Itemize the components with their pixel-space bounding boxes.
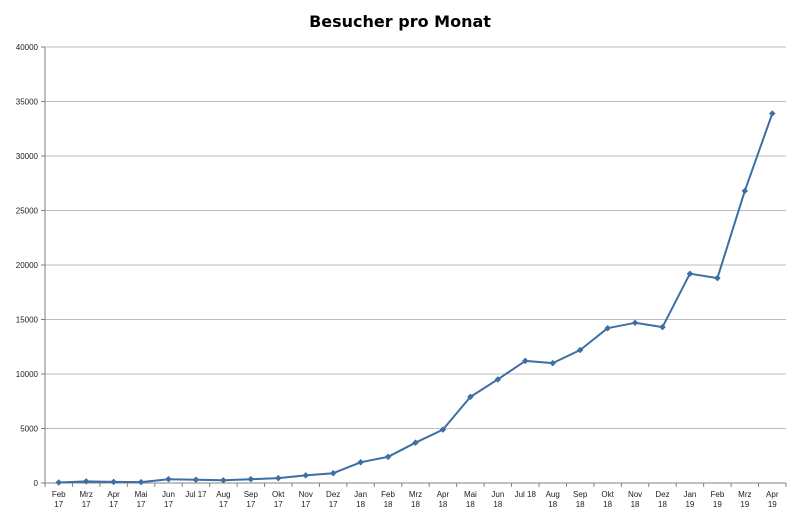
x-tick-label: Feb 19 — [710, 490, 724, 509]
data-point-marker — [220, 476, 227, 484]
x-tick-label: Nov 18 — [628, 490, 642, 509]
data-point-marker — [494, 376, 502, 383]
x-tick-label: Okt 17 — [272, 490, 285, 509]
data-point-marker — [329, 469, 337, 477]
data-point-marker — [110, 478, 117, 486]
y-tick-label: 30000 — [16, 152, 39, 161]
data-point-marker — [192, 476, 200, 484]
x-tick-label: Apr 19 — [766, 490, 779, 509]
x-tick-label: Sep 17 — [244, 490, 259, 509]
x-tick-label: Apr 18 — [437, 490, 450, 509]
x-tick-label: Mrz 17 — [80, 490, 93, 509]
data-point-marker — [302, 472, 310, 479]
x-tick-label: Jun 18 — [491, 490, 504, 509]
data-point-marker — [576, 346, 584, 354]
x-tick-label: Feb 17 — [52, 490, 66, 509]
y-tick-label: 0 — [34, 479, 39, 488]
data-point-marker — [741, 187, 749, 195]
y-tick-label: 25000 — [16, 207, 39, 216]
x-tick-label: Jan 19 — [683, 490, 696, 509]
x-tick-label: Okt 18 — [601, 490, 614, 509]
x-tick-label: Mai 17 — [135, 490, 148, 509]
data-point-marker — [412, 439, 419, 447]
data-point-marker — [137, 478, 145, 486]
x-tick-label: Aug 17 — [216, 490, 230, 509]
x-tick-label: Mrz 19 — [738, 490, 751, 509]
x-tick-label: Jan 18 — [354, 490, 367, 509]
data-point-marker — [604, 324, 611, 332]
data-point-marker — [549, 359, 557, 367]
x-tick-label: Dez 18 — [655, 490, 669, 509]
data-point-marker — [631, 319, 639, 327]
data-point-marker — [82, 478, 90, 485]
x-tick-label: Nov 17 — [299, 490, 313, 509]
data-point-marker — [384, 453, 392, 461]
x-tick-label: Jul 17 — [185, 490, 207, 499]
data-point-marker — [714, 274, 721, 282]
data-point-marker — [274, 474, 282, 482]
x-tick-label: Jun 17 — [162, 490, 175, 509]
y-tick-label: 10000 — [16, 370, 39, 379]
y-tick-label: 20000 — [16, 261, 39, 270]
chart-title: Besucher pro Monat — [309, 12, 491, 31]
x-tick-label: Apr 17 — [107, 490, 120, 509]
data-point-marker — [439, 426, 447, 433]
data-point-marker — [247, 475, 255, 483]
data-point-marker — [686, 270, 694, 278]
x-tick-label: Mai 18 — [464, 490, 477, 509]
x-tick-label: Feb 18 — [381, 490, 395, 509]
y-tick-label: 35000 — [16, 98, 39, 107]
y-tick-label: 5000 — [20, 425, 38, 434]
x-tick-label: Dez 17 — [326, 490, 340, 509]
data-point-marker — [768, 110, 776, 117]
y-tick-label: 15000 — [16, 316, 39, 325]
series-line — [58, 113, 774, 484]
data-point-marker — [659, 323, 666, 331]
x-tick-label: Aug 18 — [546, 490, 560, 509]
x-tick-label: Jul 18 — [515, 490, 537, 499]
data-point-marker — [467, 393, 474, 401]
data-point-marker — [357, 458, 364, 466]
data-point-marker — [521, 357, 529, 365]
y-tick-label: 40000 — [16, 43, 39, 52]
data-point-marker — [55, 479, 63, 486]
data-point-marker — [165, 475, 172, 483]
x-tick-label: Sep 18 — [573, 490, 588, 509]
x-tick-label: Mrz 18 — [409, 490, 422, 509]
